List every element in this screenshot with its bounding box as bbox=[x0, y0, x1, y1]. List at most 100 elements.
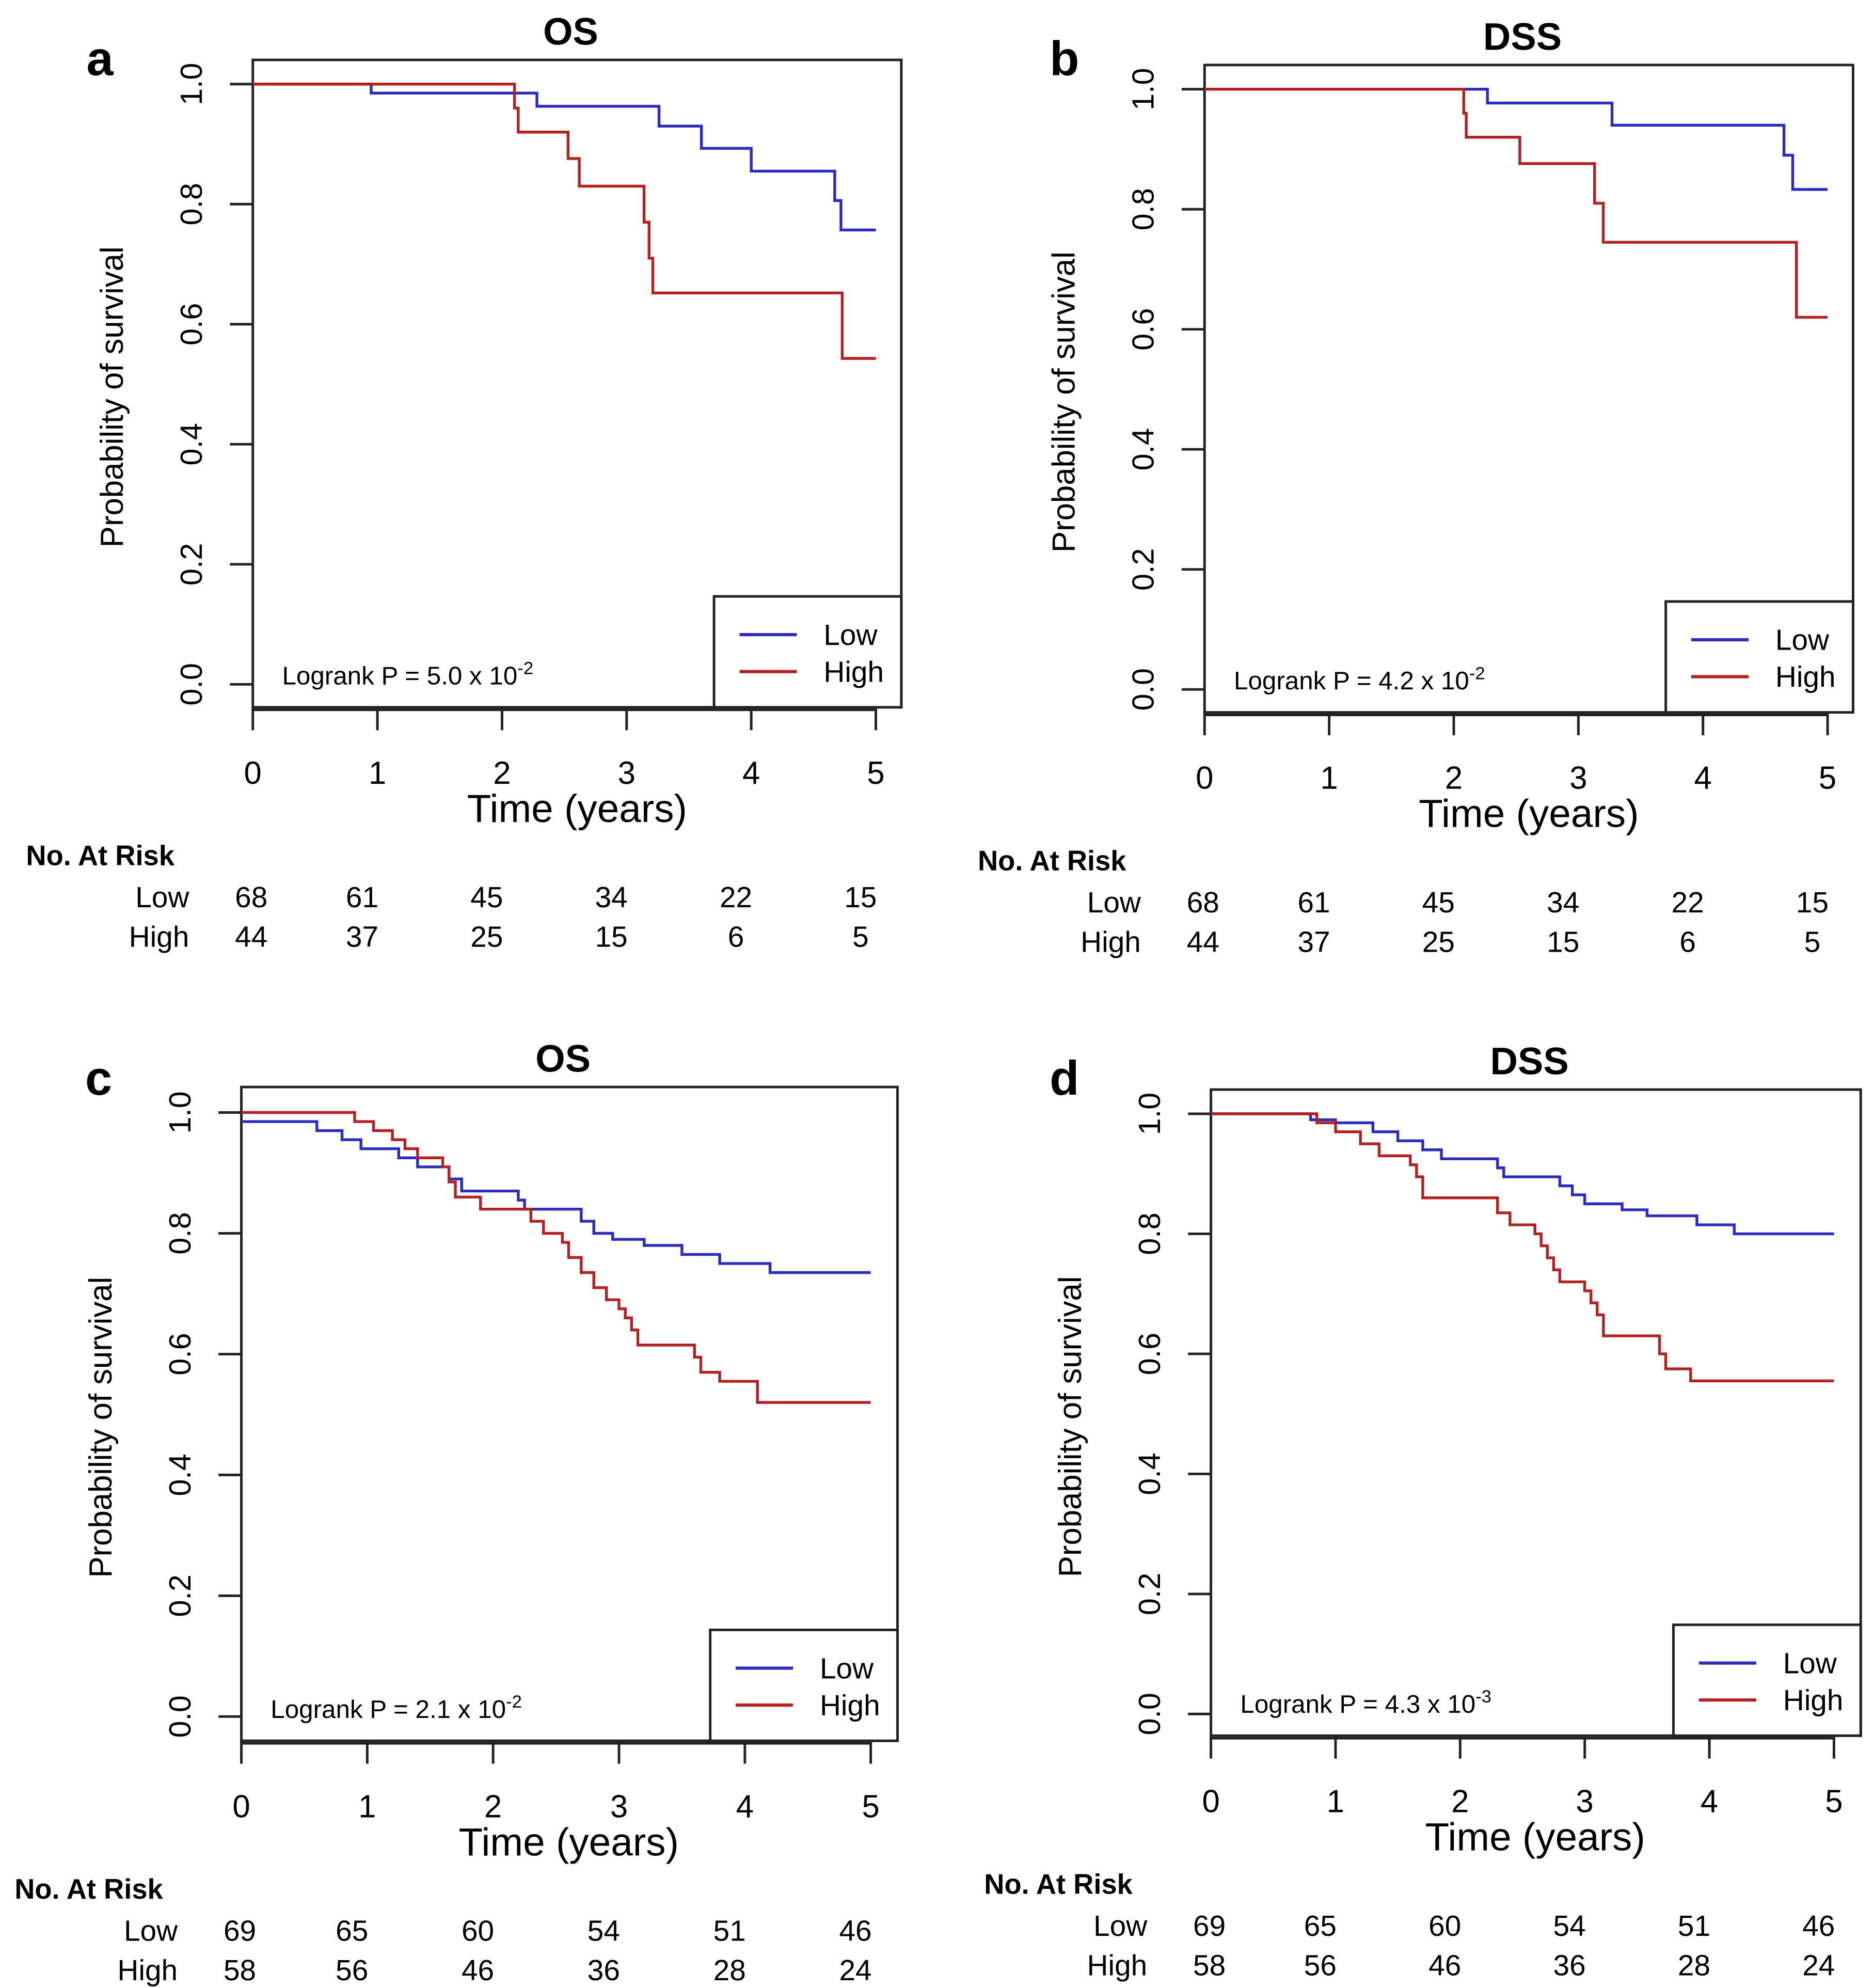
km-curve-low bbox=[1211, 1112, 1834, 1236]
y-tick-label: 0.4 bbox=[174, 423, 209, 465]
y-tick-label: 0.4 bbox=[1126, 428, 1161, 470]
at-risk-value: 65 bbox=[336, 1915, 368, 1948]
x-tick-label: 5 bbox=[867, 755, 884, 791]
at-risk-value: 37 bbox=[1297, 926, 1330, 959]
at-risk-value: 36 bbox=[1553, 1949, 1586, 1982]
y-tick-label: 1.0 bbox=[1126, 68, 1161, 111]
y-tick-label: 0.0 bbox=[163, 1695, 197, 1738]
plot-frame bbox=[1210, 1088, 1862, 1737]
x-tick-label: 2 bbox=[484, 1789, 502, 1824]
logrank-annotation: Logrank P = 2.1 x 10-2 bbox=[271, 1692, 522, 1724]
at-risk-row-label: High bbox=[129, 921, 189, 954]
at-risk-value: 54 bbox=[1553, 1910, 1586, 1943]
y-tick-label: 0.8 bbox=[163, 1212, 197, 1254]
km-curve-high bbox=[1204, 88, 1828, 319]
at-risk-value: 25 bbox=[470, 921, 503, 954]
at-risk-value: 54 bbox=[587, 1915, 620, 1948]
y-tick-label: 0.0 bbox=[1132, 1693, 1167, 1735]
y-tick-label: 0.6 bbox=[1132, 1333, 1167, 1375]
y-tick-label: 1.0 bbox=[1132, 1093, 1167, 1135]
legend-label: Low bbox=[1775, 624, 1830, 657]
at-risk-value: 68 bbox=[235, 881, 267, 914]
at-risk-row-label: Low bbox=[135, 881, 189, 914]
y-tick-label: 0.2 bbox=[1126, 548, 1161, 591]
x-tick-label: 3 bbox=[618, 755, 636, 791]
at-risk-value: 46 bbox=[1428, 1949, 1461, 1982]
logrank-exponent: -2 bbox=[506, 1692, 522, 1712]
at-risk-title: No. At Risk bbox=[984, 1868, 1133, 1900]
legend-label: Low bbox=[820, 1652, 874, 1685]
legend-box bbox=[1672, 1623, 1862, 1737]
at-risk-title: No. At Risk bbox=[978, 845, 1126, 877]
at-risk-row-label: High bbox=[117, 1954, 178, 1987]
y-tick-label: 0.8 bbox=[1132, 1212, 1167, 1255]
x-tick-label: 0 bbox=[232, 1789, 250, 1824]
y-tick-label: 0.6 bbox=[1126, 308, 1161, 351]
legend-label: High bbox=[1783, 1684, 1844, 1717]
x-tick-label: 1 bbox=[369, 755, 386, 791]
at-risk-value: 58 bbox=[224, 1954, 256, 1987]
at-risk-value: 28 bbox=[1678, 1949, 1710, 1982]
logrank-exponent: -3 bbox=[1475, 1687, 1491, 1707]
at-risk-row-label: High bbox=[1087, 1949, 1147, 1982]
at-risk-value: 46 bbox=[839, 1915, 871, 1948]
y-tick-label: 0.0 bbox=[174, 663, 209, 705]
km-curve-low bbox=[241, 1120, 871, 1274]
at-risk-value: 44 bbox=[235, 921, 267, 954]
at-risk-value: 44 bbox=[1187, 926, 1219, 959]
x-tick-label: 0 bbox=[1196, 761, 1213, 796]
at-risk-value: 15 bbox=[844, 881, 877, 914]
x-tick-label: 0 bbox=[244, 755, 262, 791]
at-risk-value: 15 bbox=[1796, 887, 1829, 919]
y-axis-label: Probability of survival bbox=[94, 246, 130, 547]
x-tick-label: 2 bbox=[1451, 1784, 1469, 1819]
at-risk-value: 34 bbox=[595, 881, 628, 914]
at-risk-value: 6 bbox=[728, 921, 744, 954]
km-curve-low bbox=[1204, 88, 1828, 191]
panel-label: b bbox=[1050, 31, 1079, 86]
x-tick-label: 5 bbox=[1825, 1784, 1843, 1819]
x-tick-label: 2 bbox=[1445, 761, 1463, 796]
panel-label: a bbox=[86, 31, 114, 86]
legend-label: High bbox=[823, 656, 884, 688]
y-tick-label: 0.4 bbox=[163, 1454, 197, 1496]
at-risk-value: 5 bbox=[1804, 926, 1821, 959]
at-risk-value: 37 bbox=[346, 921, 378, 954]
y-tick-label: 0.2 bbox=[1132, 1573, 1167, 1615]
x-tick-label: 4 bbox=[742, 755, 760, 791]
at-risk-value: 15 bbox=[1547, 926, 1579, 959]
at-risk-value: 60 bbox=[1428, 1910, 1461, 1943]
at-risk-value: 56 bbox=[1304, 1949, 1337, 1982]
at-risk-value: 61 bbox=[346, 881, 378, 914]
at-risk-value: 69 bbox=[224, 1915, 256, 1948]
at-risk-value: 5 bbox=[852, 921, 869, 954]
y-axis-label: Probability of survival bbox=[1046, 251, 1082, 553]
legend-label: Low bbox=[1783, 1647, 1837, 1680]
x-tick-label: 0 bbox=[1202, 1784, 1219, 1819]
at-risk-value: 24 bbox=[1802, 1949, 1835, 1982]
y-axis-label: Probability of survival bbox=[1053, 1276, 1088, 1577]
at-risk-row-label: Low bbox=[124, 1915, 178, 1948]
y-tick-label: 0.8 bbox=[174, 183, 209, 225]
x-tick-label: 1 bbox=[1320, 761, 1338, 796]
panel-label: d bbox=[1050, 1051, 1079, 1105]
x-tick-label: 1 bbox=[1327, 1784, 1344, 1819]
x-tick-label: 5 bbox=[862, 1789, 880, 1824]
x-tick-label: 4 bbox=[1694, 761, 1712, 796]
legend-label: High bbox=[1775, 661, 1836, 693]
km-curve-high bbox=[252, 83, 876, 360]
panel-label: c bbox=[85, 1051, 112, 1105]
at-risk-value: 51 bbox=[713, 1915, 746, 1948]
x-tick-label: 3 bbox=[1569, 761, 1587, 796]
at-risk-row-label: Low bbox=[1087, 887, 1141, 919]
at-risk-value: 6 bbox=[1679, 926, 1696, 959]
y-tick-label: 0.0 bbox=[1126, 668, 1161, 711]
plot-frame bbox=[1203, 64, 1854, 714]
legend-box bbox=[709, 1629, 899, 1742]
at-risk-value: 22 bbox=[1672, 887, 1704, 919]
legend-box bbox=[712, 595, 903, 709]
at-risk-value: 68 bbox=[1187, 887, 1219, 919]
km-curve-high bbox=[1211, 1112, 1834, 1382]
km-curve-high bbox=[241, 1111, 871, 1404]
